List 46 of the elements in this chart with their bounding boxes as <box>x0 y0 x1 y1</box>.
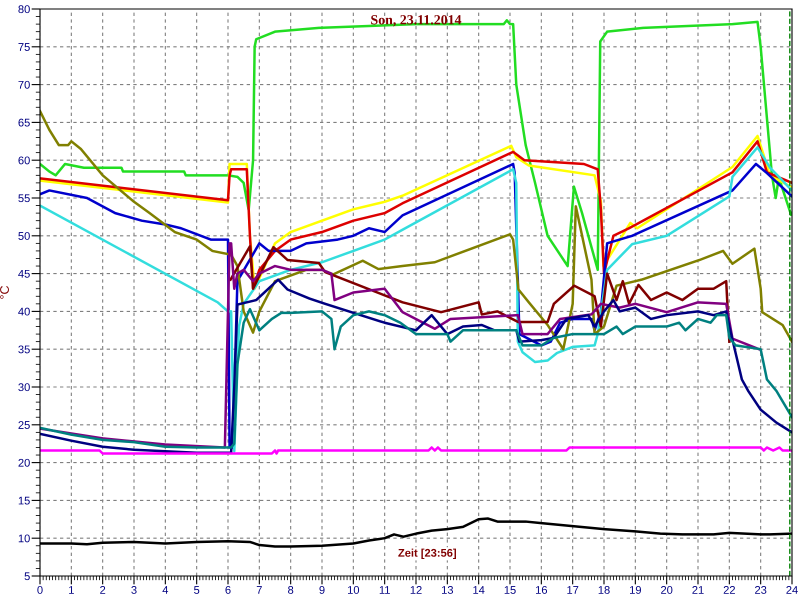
x-tick-label: 18 <box>598 586 610 594</box>
y-tick-label: 60 <box>18 156 30 164</box>
line-series <box>40 110 792 350</box>
x-tick-label: 15 <box>504 586 516 594</box>
x-tick-label: 10 <box>348 586 360 594</box>
y-tick-label: 55 <box>18 194 30 202</box>
y-tick-label: 30 <box>18 383 30 392</box>
y-tick-label: 20 <box>18 458 30 467</box>
y-tick-label: 25 <box>18 421 30 429</box>
y-axis-title: °C <box>0 286 9 299</box>
y-tick-label: 35 <box>18 345 30 354</box>
x-tick-label: 13 <box>442 586 454 594</box>
y-tick-label: 70 <box>18 80 30 89</box>
x-tick-label: 16 <box>536 586 548 594</box>
x-tick-label: 24 <box>786 586 798 594</box>
x-tick-label: 5 <box>194 586 200 594</box>
x-tick-label: 4 <box>162 586 168 594</box>
x-tick-label: 23 <box>755 586 766 594</box>
y-tick-label: 40 <box>18 308 30 316</box>
x-tick-label: 14 <box>473 586 485 594</box>
x-tick-label: 19 <box>630 586 641 594</box>
y-tick-label: 15 <box>18 496 30 505</box>
x-tick-label: 12 <box>410 586 422 594</box>
y-tick-label: 65 <box>18 118 30 127</box>
x-tick-label: 22 <box>724 586 735 594</box>
y-tick-label: 45 <box>18 270 30 278</box>
line-series <box>40 308 792 449</box>
x-tick-label: 17 <box>567 586 578 594</box>
x-tick-label: 8 <box>288 586 294 594</box>
x-tick-label: 6 <box>225 586 231 594</box>
y-tick-label: 75 <box>18 43 30 51</box>
x-tick-label: 7 <box>256 586 262 594</box>
x-tick-label: 3 <box>131 586 137 594</box>
y-tick-label: 50 <box>18 232 30 240</box>
y-tick-label: 5 <box>24 572 30 580</box>
y-tick-label: 80 <box>18 5 30 14</box>
x-axis-title: Zeit [23:56] <box>398 548 456 559</box>
x-tick-label: 2 <box>100 586 106 594</box>
chart-title: Son, 23.11.2014 <box>371 15 462 26</box>
y-tick-label: 10 <box>18 534 30 542</box>
x-tick-label: 21 <box>692 586 704 594</box>
x-tick-label: 11 <box>380 586 390 594</box>
x-tick-label: 1 <box>69 586 74 594</box>
x-tick-label: 20 <box>661 586 672 594</box>
x-tick-label: 0 <box>37 586 43 594</box>
x-tick-label: 9 <box>319 586 325 594</box>
